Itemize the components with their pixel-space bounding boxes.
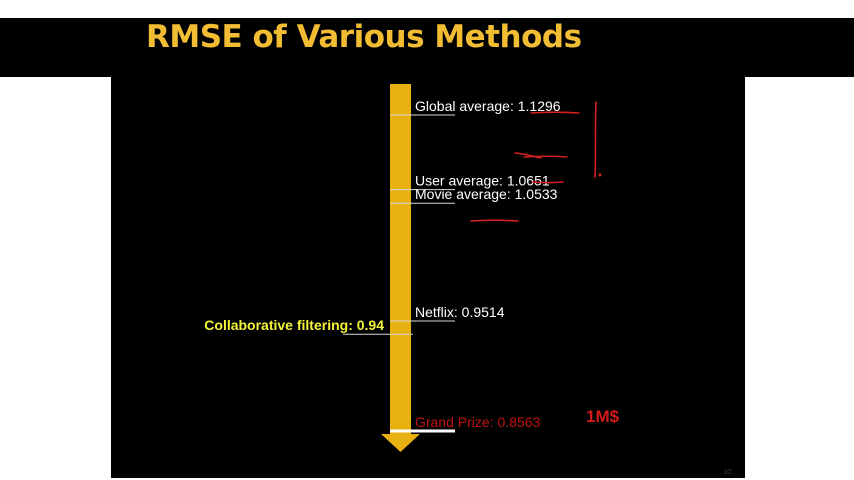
title-band: [0, 18, 854, 77]
scale-label: Netflix: 0.9514: [415, 304, 505, 320]
slide-title: RMSE of Various Methods: [146, 19, 582, 55]
handwritten-underline: [523, 155, 568, 158]
scale-label: User average: 1.0651: [415, 173, 550, 189]
grand-prize-label: Grand Prize: 0.8563: [415, 414, 541, 430]
handwritten-underline: [531, 181, 564, 184]
handwritten-dot: [598, 173, 602, 177]
scale-label: Movie average: 1.0533: [415, 186, 558, 202]
arrow-head: [381, 434, 420, 452]
prize-note-label: 1M$: [586, 407, 620, 426]
handwritten-underline: [470, 219, 519, 222]
arrow-shaft: [390, 84, 411, 434]
scale-label: Global average: 1.1296: [415, 98, 561, 114]
handwritten-annotations: [470, 101, 602, 222]
scale-label-left: Collaborative filtering: 0.94: [204, 317, 384, 333]
handwritten-bracket: [594, 101, 597, 178]
slide-body: Global average: 1.1296 User average: 1.06…: [111, 77, 745, 478]
page-number: 10: [723, 469, 731, 476]
handwritten-underline: [514, 152, 542, 159]
handwritten-underline: [530, 111, 580, 114]
rmse-scale-chart: Global average: 1.1296 User average: 1.06…: [204, 84, 620, 452]
